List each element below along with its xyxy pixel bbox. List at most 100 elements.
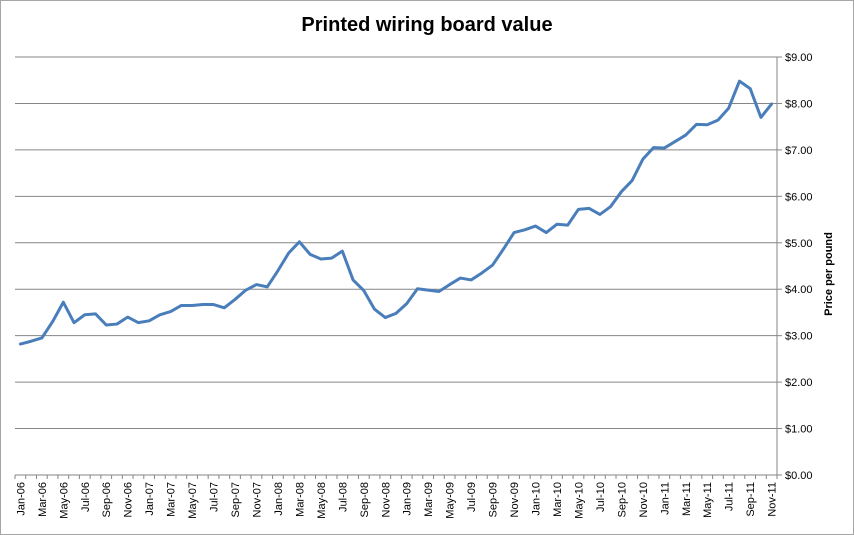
data-point — [384, 316, 387, 319]
x-tick-label: Sep-08 — [359, 482, 371, 517]
y-tick-label: $2.00 — [785, 377, 813, 389]
x-tick-label: Jul-06 — [80, 482, 92, 512]
data-point — [169, 310, 172, 313]
x-tick-label: Nov-09 — [509, 482, 521, 517]
data-point — [62, 301, 65, 304]
x-tick-label: Jan-09 — [402, 482, 414, 516]
data-point — [534, 224, 537, 228]
x-tick-label: May-11 — [702, 482, 714, 518]
y-tick-label: $8.00 — [785, 98, 813, 110]
x-tick-label: Mar-06 — [37, 482, 49, 517]
x-tick-label: Mar-07 — [166, 482, 178, 517]
data-point — [512, 231, 516, 234]
data-point — [405, 302, 408, 305]
data-point — [19, 342, 22, 346]
data-point — [437, 290, 441, 293]
data-point — [223, 306, 226, 309]
gridlines — [15, 56, 777, 430]
data-point — [319, 257, 323, 261]
data-point — [201, 303, 205, 306]
data-point — [469, 278, 473, 282]
x-tick-label: Jan-10 — [531, 482, 543, 516]
x-axis-tick-labels: Jan-06 Mar-06 May-06 Jul-06 Sep-06 Nov-06 Jan-… — [15, 482, 778, 519]
x-tick-label: Jan-07 — [144, 482, 156, 516]
x-tick-label: Nov-08 — [380, 482, 392, 517]
data-point — [29, 340, 33, 343]
data-point — [233, 298, 237, 301]
data-point — [426, 288, 430, 292]
data-point — [255, 283, 258, 286]
data-point — [663, 146, 666, 150]
x-tick-label: Jul-08 — [337, 482, 349, 512]
chart-title: Printed wiring board value — [301, 14, 553, 36]
data-point — [266, 285, 269, 289]
x-tick-label: Sep-07 — [230, 482, 242, 517]
data-point — [695, 123, 698, 126]
x-tick-label: Nov-11 — [767, 482, 779, 517]
x-tick-label: Sep-10 — [616, 482, 628, 517]
data-point — [459, 276, 462, 280]
data-point — [287, 251, 290, 255]
y-tick-label: $5.00 — [785, 238, 813, 250]
data-point — [770, 102, 773, 106]
data-point — [330, 256, 333, 260]
x-tick-label: Mar-09 — [423, 482, 435, 517]
data-point — [276, 269, 280, 272]
y-tick-label: $3.00 — [785, 331, 813, 343]
x-tick-label: Mar-08 — [294, 482, 306, 517]
x-tick-label: Mar-10 — [552, 482, 564, 517]
y-tick-label: $1.00 — [785, 424, 813, 436]
data-point — [577, 208, 580, 211]
x-tick-label: Nov-07 — [251, 482, 263, 517]
data-point — [748, 87, 752, 90]
data-point — [502, 248, 505, 251]
data-point — [244, 288, 247, 292]
data-point — [94, 312, 97, 316]
axes — [14, 56, 782, 479]
data-point — [416, 287, 419, 290]
data-point — [523, 228, 526, 231]
data-point — [716, 118, 720, 122]
data-point — [545, 231, 548, 234]
data-point — [684, 133, 687, 137]
data-point — [759, 116, 763, 119]
y-tick-label: $0.00 — [785, 470, 813, 482]
data-point — [609, 205, 612, 208]
data-point — [158, 313, 162, 316]
x-tick-label: Jul-07 — [209, 482, 221, 512]
y-tick-label: $9.00 — [785, 52, 813, 64]
data-point — [598, 213, 602, 216]
x-tick-label: Jan-08 — [273, 482, 285, 516]
data-point — [587, 207, 591, 210]
data-point — [126, 315, 129, 319]
data-point — [448, 283, 451, 286]
y-tick-label: $7.00 — [785, 145, 813, 157]
x-tick-label: Jan-11 — [659, 482, 671, 515]
data-point — [137, 321, 140, 324]
data-point — [362, 289, 366, 292]
data-point — [491, 263, 494, 267]
data-point — [630, 179, 634, 182]
data-point — [673, 140, 677, 143]
x-tick-label: Jul-09 — [466, 482, 478, 512]
data-point — [480, 271, 484, 275]
data-point — [308, 253, 312, 256]
x-tick-label: May-10 — [573, 482, 585, 519]
y-axis-title: Price per pound — [823, 232, 835, 316]
data-point — [212, 303, 215, 306]
data-point — [738, 79, 741, 83]
y-tick-label: $4.00 — [785, 284, 813, 296]
data-point — [83, 313, 86, 316]
data-point — [620, 190, 623, 193]
data-point — [652, 146, 655, 149]
series-line — [18, 79, 774, 346]
x-tick-label: May-07 — [187, 482, 199, 519]
data-point — [373, 307, 376, 311]
x-tick-label: Nov-10 — [638, 482, 650, 517]
y-axis-tick-labels: $0.00 $1.00 $2.00 $3.00 $4.00 $5.00 $6.00 $7.00… — [785, 52, 813, 482]
x-tick-label: Sep-06 — [101, 482, 113, 517]
data-point — [180, 304, 183, 307]
x-tick-label: May-08 — [316, 482, 328, 519]
data-point — [351, 278, 355, 282]
